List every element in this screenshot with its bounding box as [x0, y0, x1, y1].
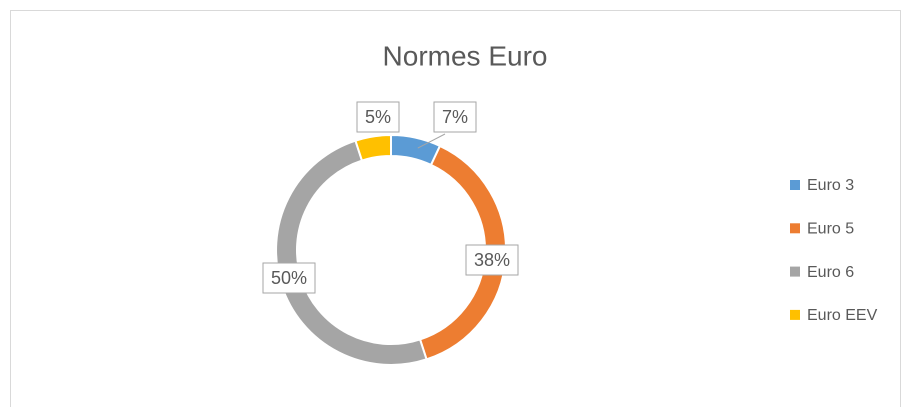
legend-label: Euro 3: [807, 177, 854, 194]
legend-label: Euro 5: [807, 221, 854, 238]
legend-swatch: [790, 223, 800, 234]
legend-label: Euro 6: [807, 264, 854, 281]
legend-swatch: [790, 309, 800, 320]
data-label: 7%: [442, 107, 468, 127]
label-box: [262, 262, 316, 294]
data-label: 5%: [365, 107, 391, 127]
data-label: 50%: [271, 268, 307, 288]
label-box: [356, 101, 400, 133]
label-box: [465, 244, 519, 276]
legend-label: Euro EEV: [807, 307, 878, 324]
leader-line: [417, 133, 446, 149]
data-label: 38%: [474, 250, 510, 270]
legend-swatch: [790, 266, 800, 277]
chart-title: Normes Euro: [383, 40, 548, 71]
donut-segment: [354, 133, 392, 162]
label-box: [433, 101, 477, 133]
legend-swatch: [790, 180, 800, 190]
